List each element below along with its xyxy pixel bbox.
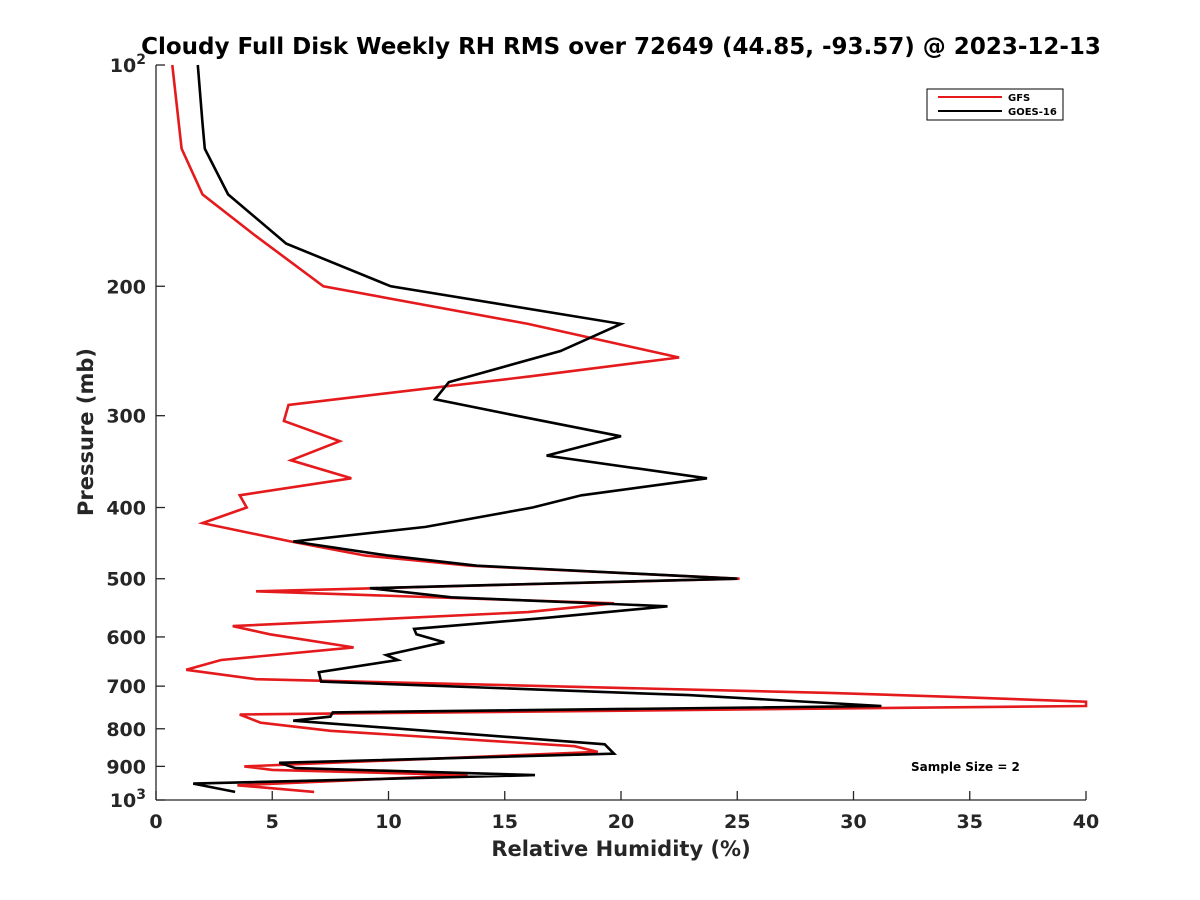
x-tick-layer: 0 5 10 15 20 25 30 35 40 xyxy=(149,791,1099,833)
plot-area xyxy=(156,65,1086,800)
y-tick-label: 103 xyxy=(110,787,146,812)
x-tick-label: 30 xyxy=(840,811,866,833)
y-tick-label: 300 xyxy=(106,406,146,428)
y-tick-label: 600 xyxy=(106,627,146,649)
y-tick-label: 900 xyxy=(106,756,146,778)
y-tick-label: 500 xyxy=(106,569,146,591)
x-tick-label: 15 xyxy=(492,811,518,833)
legend: GFS GOES-16 xyxy=(926,88,1064,121)
legend-label-gfs: GFS xyxy=(1008,93,1030,104)
series-layer xyxy=(171,64,1088,794)
y-tick-layer: 102 200 300 400 500 600 700 800 900 103 xyxy=(106,52,165,812)
y-tick-label: 200 xyxy=(106,276,146,298)
y-tick-label: 700 xyxy=(106,676,146,698)
legend-box xyxy=(926,88,1064,121)
x-tick-label: 0 xyxy=(149,811,162,833)
x-tick-label: 40 xyxy=(1073,811,1099,833)
chart-title: Cloudy Full Disk Weekly RH RMS over 7264… xyxy=(141,34,1101,60)
x-tick-label: 10 xyxy=(375,811,401,833)
x-tick-label: 35 xyxy=(957,811,983,833)
sample-size-annotation: Sample Size = 2 xyxy=(911,760,1020,774)
y-tick-label: 400 xyxy=(106,498,146,520)
y-tick-label: 102 xyxy=(110,52,146,77)
x-axis-label: Relative Humidity (%) xyxy=(491,837,750,861)
y-tick-label: 800 xyxy=(106,719,146,741)
x-tick-label: 20 xyxy=(608,811,634,833)
y-axis-label: Pressure (mb) xyxy=(74,348,98,516)
legend-label-goes16: GOES-16 xyxy=(1008,107,1057,118)
x-tick-label: 25 xyxy=(724,811,750,833)
x-tick-label: 5 xyxy=(266,811,279,833)
series-line-goes16 xyxy=(192,64,882,794)
